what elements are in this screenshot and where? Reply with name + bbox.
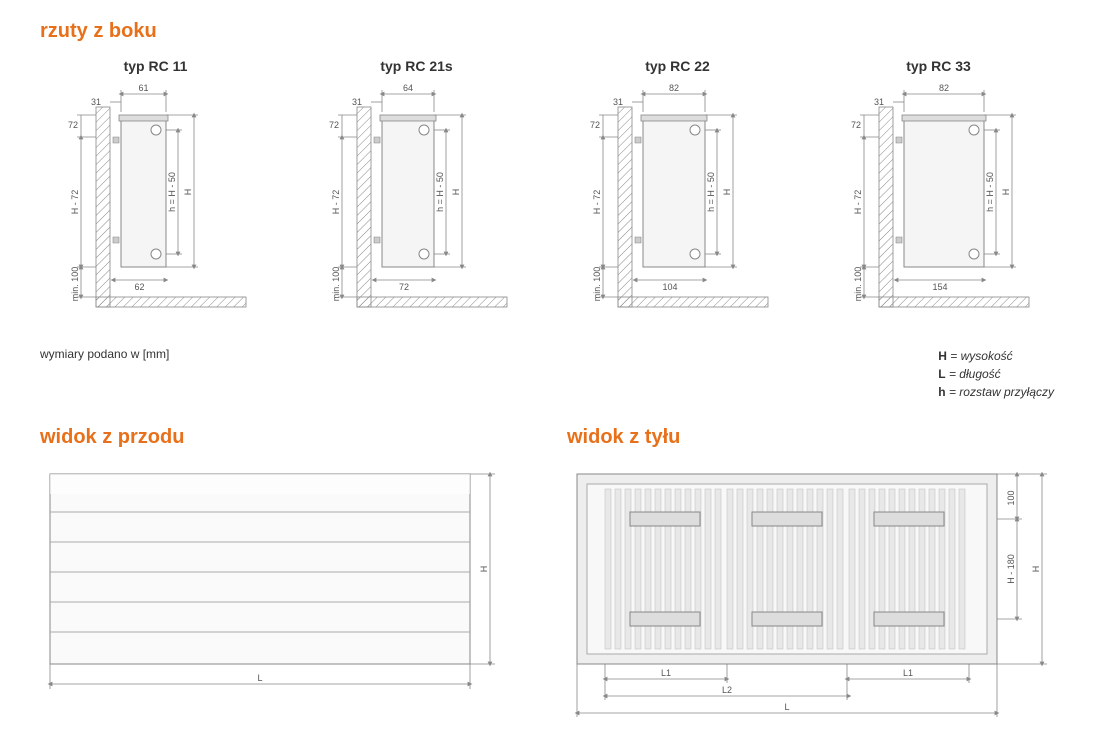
rear-view-diagram: L1 L1 L2 L 100 H [567, 464, 1027, 694]
svg-text:H - 72: H - 72 [70, 190, 80, 215]
svg-text:82: 82 [668, 83, 678, 93]
svg-text:72: 72 [328, 120, 338, 130]
front-view-title: widok z przodu [40, 426, 527, 449]
svg-text:82: 82 [938, 83, 948, 93]
svg-text:h = H - 50: h = H - 50 [435, 172, 445, 212]
svg-text:64: 64 [402, 83, 412, 93]
svg-text:L2: L2 [722, 685, 732, 695]
svg-text:72: 72 [850, 120, 860, 130]
svg-text:72: 72 [589, 120, 599, 130]
svg-text:min. 100: min. 100 [592, 267, 602, 302]
svg-text:L: L [784, 702, 789, 712]
side-views-title: rzuty z boku [40, 20, 1054, 43]
svg-text:72: 72 [398, 282, 408, 292]
svg-text:72: 72 [67, 120, 77, 130]
side-view-0: typ RC 11 31 61 72 [40, 58, 271, 337]
type-label: typ RC 11 [40, 58, 271, 74]
side-view-3: typ RC 33 31 82 72 [823, 58, 1054, 337]
svg-text:h = H - 50: h = H - 50 [985, 172, 995, 212]
svg-text:h = H - 50: h = H - 50 [706, 172, 716, 212]
svg-text:min. 100: min. 100 [70, 267, 80, 302]
svg-text:31: 31 [351, 97, 361, 107]
svg-text:104: 104 [662, 282, 677, 292]
svg-text:62: 62 [134, 282, 144, 292]
svg-text:min. 100: min. 100 [331, 267, 341, 302]
svg-text:H: H [183, 189, 193, 196]
svg-text:L1: L1 [903, 668, 913, 678]
svg-text:154: 154 [932, 282, 947, 292]
svg-text:H: H [479, 566, 489, 573]
svg-text:H: H [1031, 566, 1041, 573]
svg-text:H: H [722, 189, 732, 196]
svg-text:H - 72: H - 72 [853, 190, 863, 215]
svg-text:61: 61 [138, 83, 148, 93]
side-view-2: typ RC 22 31 82 72 [562, 58, 793, 337]
rear-view-title: widok z tyłu [567, 426, 1054, 449]
svg-text:H: H [451, 189, 461, 196]
side-views-container: typ RC 11 31 61 72 [40, 58, 1054, 337]
svg-text:31: 31 [90, 97, 100, 107]
type-label: typ RC 22 [562, 58, 793, 74]
svg-text:31: 31 [873, 97, 883, 107]
dimensions-footnote: wymiary podano w [mm] [40, 347, 169, 401]
svg-text:H - 180: H - 180 [1006, 554, 1016, 584]
svg-text:h = H - 50: h = H - 50 [167, 172, 177, 212]
svg-text:H - 72: H - 72 [331, 190, 341, 215]
svg-text:min. 100: min. 100 [853, 267, 863, 302]
legend: H = wysokość L = długość h = rozstaw prz… [938, 347, 1054, 401]
svg-text:100: 100 [1006, 490, 1016, 505]
svg-text:L1: L1 [661, 668, 671, 678]
type-label: typ RC 33 [823, 58, 1054, 74]
svg-text:L: L [257, 673, 262, 683]
side-view-1: typ RC 21s 31 64 72 [301, 58, 532, 337]
type-label: typ RC 21s [301, 58, 532, 74]
svg-text:H: H [1001, 189, 1011, 196]
front-view-diagram: L H [40, 464, 470, 674]
svg-text:31: 31 [612, 97, 622, 107]
svg-text:H - 72: H - 72 [592, 190, 602, 215]
